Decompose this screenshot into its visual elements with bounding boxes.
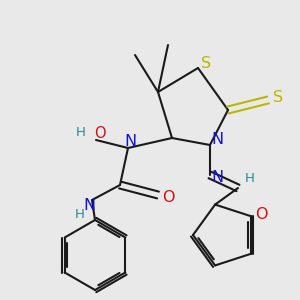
Text: S: S	[273, 91, 283, 106]
Text: O: O	[162, 190, 174, 205]
Text: N: N	[124, 134, 136, 149]
Text: H: H	[76, 125, 86, 139]
Text: N: N	[83, 197, 95, 212]
Text: H: H	[75, 208, 85, 220]
Text: H: H	[245, 172, 255, 184]
Text: N: N	[211, 133, 223, 148]
Text: O: O	[94, 125, 106, 140]
Text: S: S	[201, 56, 211, 70]
Text: O: O	[255, 207, 267, 222]
Text: N: N	[211, 170, 223, 185]
